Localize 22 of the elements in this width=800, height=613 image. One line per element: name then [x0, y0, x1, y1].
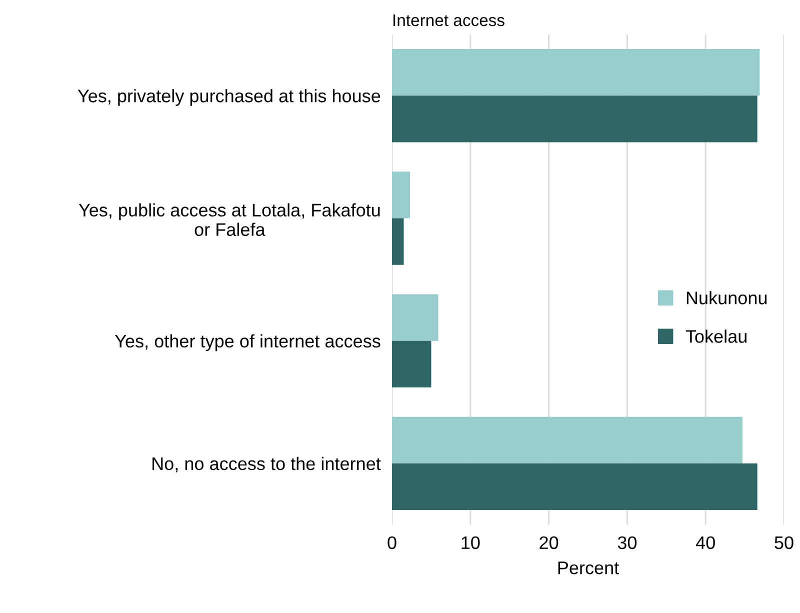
x-tick-label: 40 [696, 536, 715, 550]
x-tick-label: 50 [774, 536, 794, 550]
bar [392, 49, 760, 96]
bar [392, 340, 432, 388]
x-axis-title: Percent [558, 562, 619, 574]
x-tick-label: 0 [388, 536, 396, 550]
bar [392, 416, 742, 464]
x-tick-label: 30 [618, 536, 637, 550]
legend-label: Nukunonu [686, 291, 767, 304]
bar [392, 172, 410, 218]
y-tick-label: Yes, other type of internet access [114, 334, 380, 352]
x-tick-label: 20 [540, 536, 558, 550]
y-tick-label: No, no access to the internet [152, 456, 381, 472]
chart-title: Internet access [394, 14, 504, 26]
y-tick-label: Yes, public access at Lotala, Fakafotu or Falefa [78, 203, 380, 236]
bar [392, 96, 758, 142]
x-tick-label: 10 [462, 536, 480, 550]
bar [392, 463, 758, 510]
bar [392, 294, 438, 341]
bar [392, 218, 404, 265]
y-tick-label: Yes, privately purchased at this house [78, 89, 380, 106]
legend-label: Tokelau [686, 330, 746, 343]
